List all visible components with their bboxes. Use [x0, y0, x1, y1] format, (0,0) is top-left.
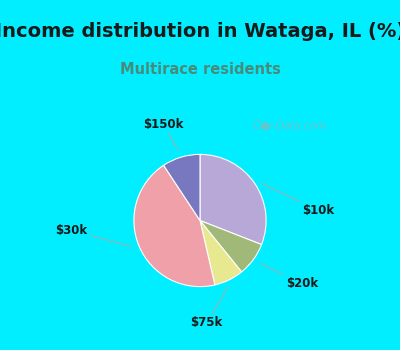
Text: $30k: $30k	[56, 224, 132, 247]
Wedge shape	[200, 220, 262, 272]
Text: $150k: $150k	[144, 118, 184, 150]
Text: $75k: $75k	[190, 287, 228, 329]
Text: Multirace residents: Multirace residents	[120, 63, 280, 77]
Text: $10k: $10k	[261, 183, 334, 217]
Wedge shape	[134, 165, 215, 287]
Text: Income distribution in Wataga, IL (%): Income distribution in Wataga, IL (%)	[0, 22, 400, 41]
Wedge shape	[200, 154, 266, 245]
Text: ●: ●	[260, 120, 269, 131]
Text: City-Data.com: City-Data.com	[253, 120, 327, 131]
Wedge shape	[200, 220, 242, 285]
Text: $20k: $20k	[260, 263, 318, 290]
Wedge shape	[164, 154, 200, 220]
